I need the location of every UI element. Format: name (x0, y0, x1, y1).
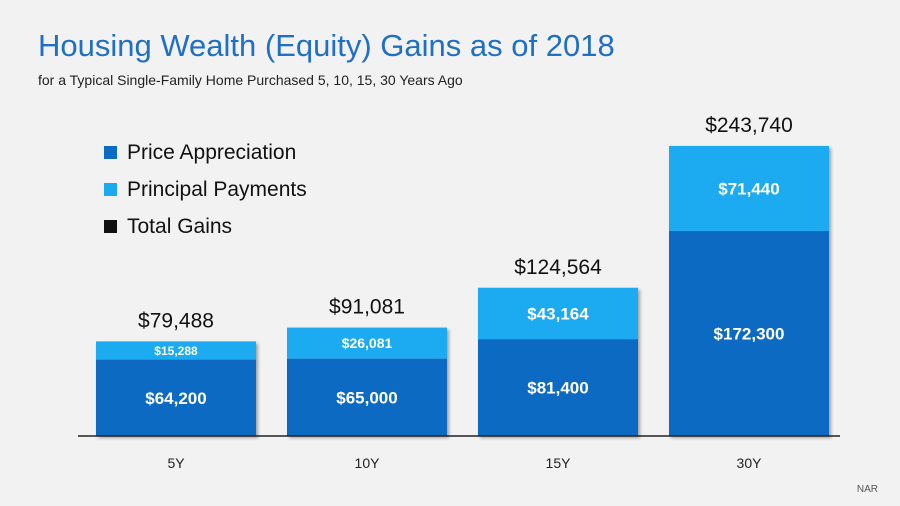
legend-label-0: Price Appreciation (127, 141, 296, 164)
bar-10Y-series-1 (287, 327, 447, 359)
bar-label-5Y-series-1: $15,288 (154, 344, 198, 358)
x-axis-ticks: 5Y 10Y 15Y 30Y (167, 455, 762, 471)
legend-swatch-1 (104, 183, 117, 196)
total-label-10Y: $91,081 (329, 296, 405, 319)
chart-title: Housing Wealth (Equity) Gains as of 2018 (38, 28, 615, 63)
bar-label-15Y-series-0: $81,400 (527, 379, 588, 398)
bar-30Y-series-1 (669, 145, 829, 231)
legend-label-2: Total Gains (127, 215, 232, 238)
chart-legend: Price Appreciation Principal Payments Tota… (104, 141, 307, 238)
bar-label-10Y-series-1: $26,081 (342, 335, 393, 351)
bar-stack-10Y (287, 327, 447, 436)
bar-15Y-series-1 (478, 287, 638, 340)
bar-10Y-series-0 (287, 358, 447, 436)
x-tick-label-15Y: 15Y (546, 455, 572, 471)
x-tick-label-5Y: 5Y (167, 455, 185, 471)
bar-30Y-series-0 (669, 230, 829, 436)
total-label-15Y: $124,564 (514, 256, 602, 279)
bar-stack-5Y (96, 341, 256, 436)
bar-15Y-series-0 (478, 339, 638, 436)
x-tick-label-30Y: 30Y (737, 455, 763, 471)
bars-group: $64,200 $15,288 $79,488 $65,000 $26,081 $91,0… (96, 114, 829, 436)
legend-label-1: Principal Payments (127, 178, 307, 201)
x-tick-label-10Y: 10Y (355, 455, 381, 471)
source-label: NAR (856, 484, 878, 495)
bar-label-30Y-series-1: $71,440 (718, 180, 779, 199)
bar-stack-30Y (669, 145, 829, 436)
bar-5Y-series-1 (96, 341, 256, 360)
bar-label-10Y-series-0: $65,000 (336, 388, 397, 407)
bar-label-30Y-series-0: $172,300 (714, 325, 785, 344)
total-label-30Y: $243,740 (705, 114, 793, 137)
bar-label-15Y-series-1: $43,164 (527, 305, 589, 324)
bar-5Y-series-0 (96, 359, 256, 436)
legend-swatch-2 (104, 220, 117, 233)
bar-label-5Y-series-0: $64,200 (145, 389, 206, 408)
total-label-5Y: $79,488 (138, 309, 214, 332)
legend-swatch-0 (104, 146, 117, 159)
bar-stack-15Y (478, 287, 638, 436)
chart-subtitle: for a Typical Single-Family Home Purchas… (38, 72, 463, 88)
